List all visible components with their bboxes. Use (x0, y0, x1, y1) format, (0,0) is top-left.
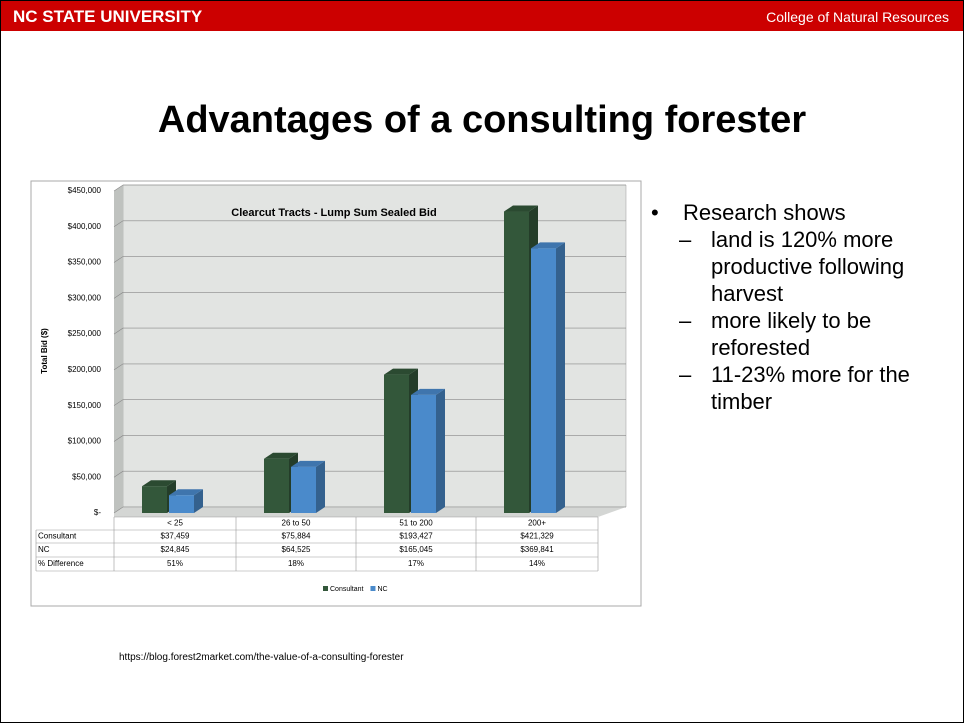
grid-line (113, 470, 626, 478)
x-tick-label: 26 to 50 (282, 519, 311, 528)
y-tick-label: $200,000 (68, 365, 102, 374)
bar-top (411, 388, 445, 395)
table-cell: $193,427 (399, 532, 433, 541)
bar-top (291, 460, 325, 467)
bar-top (169, 489, 203, 496)
bar (531, 248, 556, 513)
bar-side (316, 460, 325, 513)
legend-swatch (370, 586, 376, 591)
table-row-label: % Difference (38, 559, 84, 568)
table-cell: 51% (167, 559, 183, 568)
header-bar: NC STATE UNIVERSITY College of Natural R… (1, 1, 963, 31)
college: College of Natural Resources (766, 9, 949, 25)
bar-top (384, 368, 418, 375)
table-cell: $24,845 (161, 545, 190, 554)
grid-line (113, 184, 626, 192)
y-tick-label: $250,000 (68, 329, 102, 338)
bar (504, 211, 529, 513)
y-tick-label: $300,000 (68, 293, 102, 302)
table-cell: $421,329 (520, 532, 554, 541)
grid-line (113, 220, 626, 228)
table-cell: $369,841 (520, 545, 554, 554)
sub-bullet: 11-23% more for the timber (651, 361, 921, 415)
y-tick-label: $100,000 (68, 437, 102, 446)
table-row-label: Consultant (38, 532, 77, 541)
bullets: Research showsland is 120% more producti… (651, 199, 951, 415)
table-cell: $64,525 (282, 545, 311, 554)
grid-line (113, 399, 626, 406)
grid-line (113, 363, 626, 371)
legend-label: NC (377, 586, 387, 593)
y-tick-label: $- (94, 508, 101, 517)
side-wall (114, 185, 123, 513)
bar (291, 466, 316, 513)
slide-title: Advantages of a consulting forester (157, 99, 807, 141)
table-cell: $75,884 (282, 532, 311, 541)
bar-top (531, 242, 565, 249)
table-row-label: NC (38, 545, 50, 554)
table-cell: $37,459 (161, 532, 190, 541)
bullet: Research shows (651, 199, 951, 226)
bar-top (142, 480, 176, 487)
bar (411, 394, 436, 513)
bar-top (504, 205, 538, 212)
y-tick-label: $450,000 (68, 186, 102, 195)
y-tick-label: $350,000 (68, 258, 102, 267)
table-cell: 17% (408, 559, 424, 568)
sub-bullet: land is 120% more productive following h… (651, 226, 921, 307)
table-cell: $165,045 (399, 545, 433, 554)
x-tick-label: 51 to 200 (399, 519, 433, 528)
bar (264, 458, 289, 513)
bar-side (194, 489, 203, 513)
table-cell: 14% (529, 559, 545, 568)
table-cell: 18% (288, 559, 304, 568)
legend-label: Consultant (330, 586, 364, 593)
grid-line (113, 256, 626, 263)
source: https://blog.forest2market.com/the-value… (119, 652, 404, 663)
grid-line (113, 435, 626, 442)
y-tick-label: $50,000 (72, 472, 101, 481)
bar-side (436, 388, 445, 513)
y-axis-label: Total Bid ($) (40, 328, 49, 374)
x-tick-label: 200+ (528, 519, 546, 528)
grid-line (113, 327, 626, 335)
chart-title: Clearcut Tracts - Lump Sum Sealed Bid (231, 207, 436, 219)
x-tick-label: < 25 (167, 519, 183, 528)
bar (169, 495, 194, 513)
legend-swatch (323, 586, 328, 591)
grid-line (113, 506, 626, 514)
bar-side (556, 242, 565, 513)
y-tick-label: $400,000 (68, 222, 102, 231)
y-tick-label: $150,000 (68, 401, 102, 410)
grid-line (113, 292, 626, 299)
university: NC STATE UNIVERSITY (13, 7, 203, 26)
sub-bullet: more likely to be reforested (651, 307, 921, 361)
bar (142, 486, 167, 513)
bar (384, 374, 409, 513)
bar-top (264, 452, 298, 459)
floor (114, 507, 626, 517)
